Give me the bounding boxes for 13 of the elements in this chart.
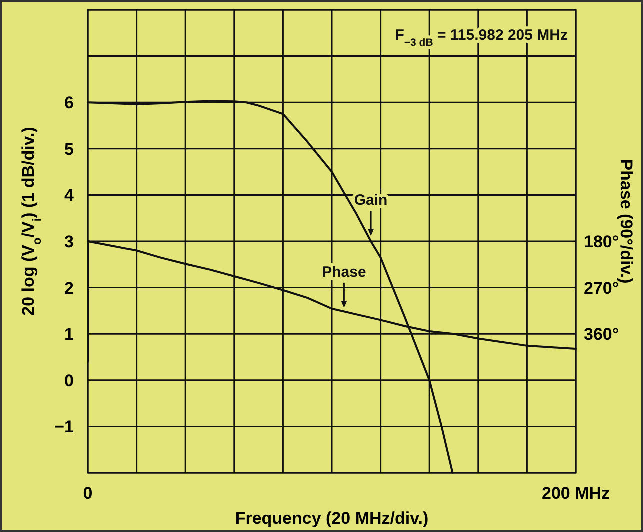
y2-axis-title: Phase (90°/div.) bbox=[617, 159, 636, 284]
y2-tick-label: 360° bbox=[584, 325, 620, 344]
y-tick-label: 3 bbox=[64, 232, 74, 252]
y-tick-label: 1 bbox=[64, 325, 74, 344]
y-tick-label: 6 bbox=[64, 94, 74, 113]
y-tick-label: 0 bbox=[64, 371, 74, 390]
y-tick-label: 2 bbox=[64, 278, 74, 298]
y-tick-label: −1 bbox=[54, 418, 74, 437]
x-axis-title: Frequency (20 MHz/div.) bbox=[235, 509, 429, 528]
y-tick-label: 5 bbox=[64, 140, 74, 159]
y-tick-label: 4 bbox=[64, 186, 75, 206]
x-tick-label: 200 MHz bbox=[542, 484, 610, 503]
y2-tick-label: 180° bbox=[584, 232, 620, 252]
